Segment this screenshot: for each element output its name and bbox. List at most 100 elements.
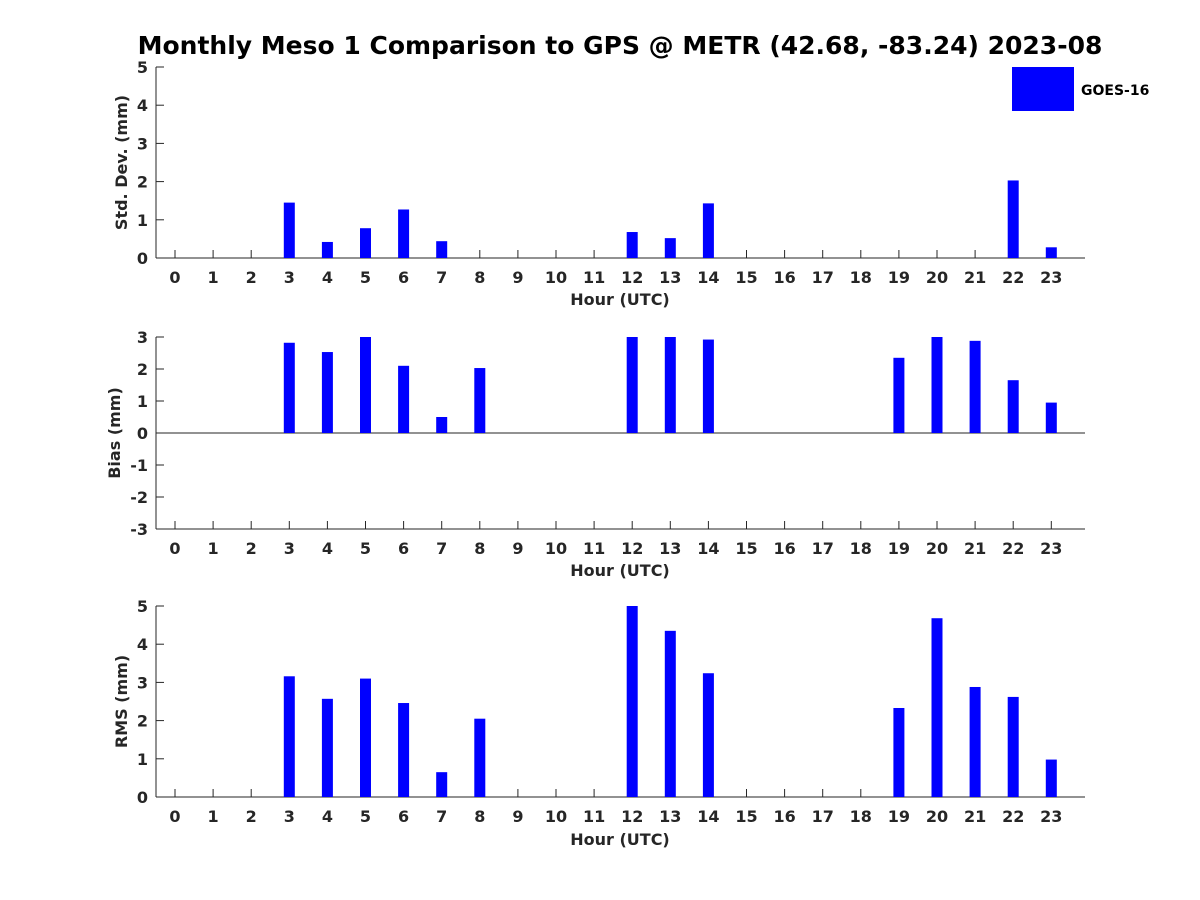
x-tick-label: 11 <box>583 268 605 287</box>
legend-swatch <box>1012 67 1074 111</box>
x-tick-label: 4 <box>322 539 333 558</box>
bar-hour-6 <box>398 365 410 433</box>
bar-hour-3 <box>283 202 295 258</box>
x-tick-label: 3 <box>284 539 295 558</box>
bar-hour-5 <box>360 678 371 797</box>
x-tick-label: 12 <box>621 807 643 826</box>
y-tick-label: 1 <box>137 750 148 769</box>
bar-hour-12 <box>626 232 638 258</box>
y-tick-label: 1 <box>137 392 148 411</box>
x-tick-label: 2 <box>246 268 257 287</box>
y-axis-label: RMS (mm) <box>112 655 131 748</box>
y-tick-label: 3 <box>137 134 148 153</box>
bar-hour-12 <box>626 337 638 433</box>
y-tick-label: 2 <box>137 712 148 731</box>
legend-label: GOES-16 <box>1081 83 1149 99</box>
x-tick-label: 19 <box>888 268 910 287</box>
x-tick-label: 18 <box>850 539 872 558</box>
x-tick-label: 11 <box>583 539 605 558</box>
x-tick-label: 1 <box>208 539 219 558</box>
x-tick-label: 17 <box>812 539 834 558</box>
x-tick-label: 16 <box>773 807 795 826</box>
x-tick-label: 13 <box>659 807 681 826</box>
bar-hour-23 <box>1045 759 1057 797</box>
bar-hour-23 <box>1045 247 1057 258</box>
y-tick-label: 4 <box>137 96 148 115</box>
bar-hour-13 <box>664 238 676 258</box>
x-tick-label: 1 <box>208 268 219 287</box>
bar-hour-12 <box>626 606 638 797</box>
x-tick-label: 21 <box>964 807 986 826</box>
bar-hour-23 <box>1045 402 1057 433</box>
bar-hour-4 <box>321 698 333 797</box>
x-tick-label: 19 <box>888 807 910 826</box>
x-tick-label: 8 <box>474 268 485 287</box>
x-tick-label: 16 <box>773 539 795 558</box>
x-axis-label: Hour (UTC) <box>570 290 670 309</box>
bar-hour-22 <box>1007 180 1019 258</box>
x-tick-label: 18 <box>850 807 872 826</box>
y-axis-label: Std. Dev. (mm) <box>112 95 131 230</box>
bar-hour-4 <box>321 241 333 258</box>
x-tick-label: 10 <box>545 268 567 287</box>
x-tick-label: 4 <box>322 268 333 287</box>
y-tick-label: -2 <box>130 488 148 507</box>
x-tick-label: 5 <box>360 807 371 826</box>
x-tick-label: 3 <box>284 268 295 287</box>
y-tick-label: 0 <box>137 788 148 807</box>
bar-hour-3 <box>283 676 295 797</box>
x-tick-label: 22 <box>1002 807 1024 826</box>
bar-hour-8 <box>474 718 486 797</box>
y-tick-label: 0 <box>137 249 148 268</box>
x-tick-label: 12 <box>621 268 643 287</box>
y-axis-label: Bias (mm) <box>105 387 124 479</box>
bar-hour-4 <box>321 352 333 433</box>
bar-hour-7 <box>436 241 448 258</box>
x-tick-label: 23 <box>1040 539 1062 558</box>
y-tick-label: 5 <box>137 597 148 616</box>
x-tick-label: 17 <box>812 268 834 287</box>
x-tick-label: 14 <box>697 807 719 826</box>
x-tick-label: 21 <box>964 539 986 558</box>
x-tick-label: 5 <box>360 539 371 558</box>
y-tick-label: -3 <box>130 520 148 539</box>
x-tick-label: 20 <box>926 268 948 287</box>
bar-hour-14 <box>702 673 714 797</box>
y-tick-label: 3 <box>137 673 148 692</box>
bar-hour-22 <box>1007 696 1019 797</box>
x-tick-label: 6 <box>398 807 409 826</box>
bar-hour-7 <box>436 417 448 433</box>
bar-hour-20 <box>931 337 943 433</box>
x-tick-label: 7 <box>436 539 447 558</box>
x-tick-label: 1 <box>208 807 219 826</box>
x-tick-label: 13 <box>659 268 681 287</box>
x-tick-label: 19 <box>888 539 910 558</box>
bar-hour-19 <box>893 357 905 433</box>
x-tick-label: 2 <box>246 539 257 558</box>
x-tick-label: 0 <box>169 807 180 826</box>
y-tick-label: 1 <box>137 211 148 230</box>
x-tick-label: 20 <box>926 539 948 558</box>
x-tick-label: 10 <box>545 807 567 826</box>
y-tick-label: 5 <box>137 58 148 77</box>
x-tick-label: 16 <box>773 268 795 287</box>
bar-hour-6 <box>398 209 410 258</box>
x-tick-label: 21 <box>964 268 986 287</box>
x-axis-label: Hour (UTC) <box>570 561 670 580</box>
legend: GOES-16 <box>1012 67 1149 111</box>
bar-hour-13 <box>664 337 676 433</box>
y-tick-label: 3 <box>137 328 148 347</box>
x-tick-label: 14 <box>697 539 719 558</box>
x-tick-label: 18 <box>850 268 872 287</box>
y-tick-label: 4 <box>137 635 148 654</box>
x-tick-label: 12 <box>621 539 643 558</box>
x-tick-label: 15 <box>735 268 757 287</box>
x-tick-label: 8 <box>474 807 485 826</box>
bar-hour-19 <box>893 707 905 797</box>
bar-hour-14 <box>702 339 714 433</box>
bar-hour-5 <box>360 228 371 258</box>
bar-hour-7 <box>436 772 448 797</box>
